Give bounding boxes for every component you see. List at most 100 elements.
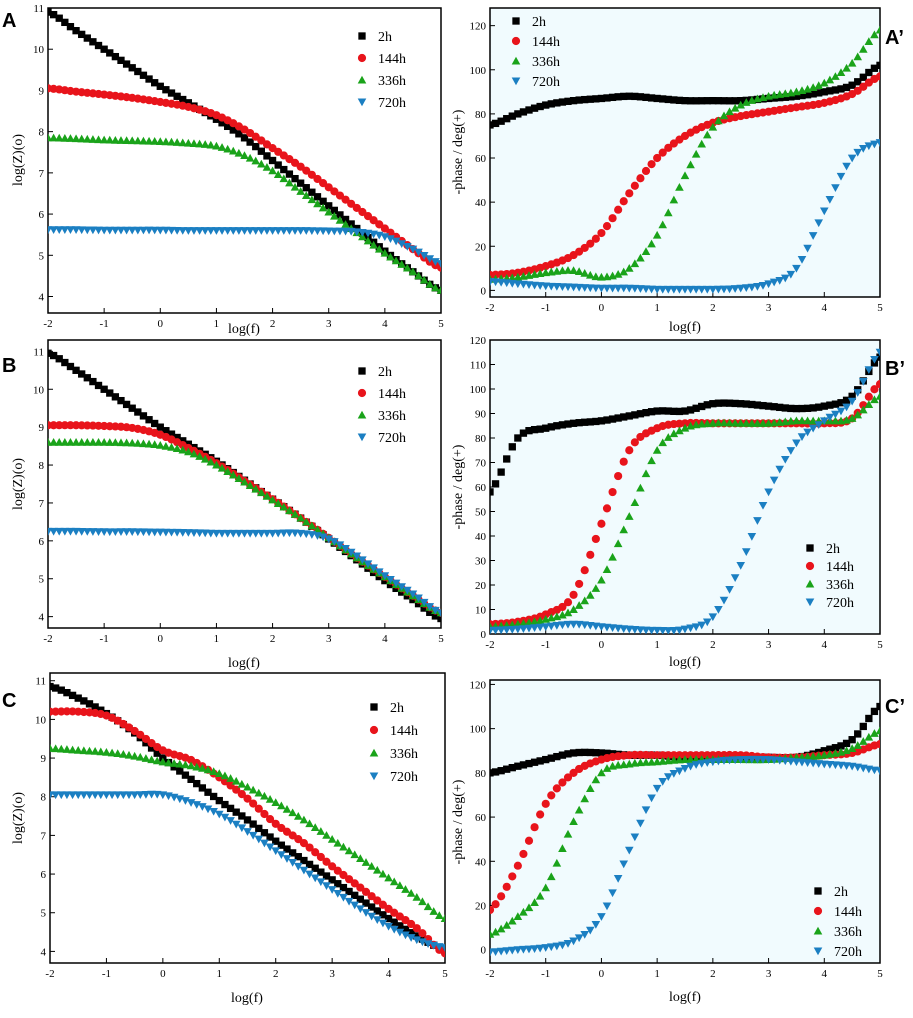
data-point [273, 227, 283, 235]
data-point [602, 764, 612, 772]
data-point [842, 162, 851, 171]
data-point [254, 835, 264, 844]
x-tick-label: -1 [100, 318, 109, 330]
data-point [116, 136, 126, 144]
data-point [401, 885, 410, 893]
data-point [865, 68, 873, 77]
data-point [792, 439, 801, 448]
data-point [279, 502, 289, 511]
data-point [536, 425, 544, 433]
data-marks-B [48, 349, 441, 623]
data-point [367, 862, 376, 870]
data-point [770, 403, 778, 411]
y-tick-label: 0 [481, 629, 487, 641]
data-point [246, 138, 254, 146]
legend-label: 720h [834, 945, 862, 960]
data-point [586, 550, 595, 559]
data-point [730, 574, 740, 583]
series-336h [48, 437, 441, 617]
data-point [819, 417, 829, 426]
data-point [352, 552, 362, 561]
data-point [440, 944, 445, 952]
data-point [153, 749, 161, 757]
data-point [497, 468, 505, 476]
data-marks-A2 [490, 25, 880, 294]
data-point [367, 912, 376, 921]
data-point [842, 746, 851, 755]
data-point [569, 97, 578, 105]
data-point [574, 601, 584, 609]
y-tick-label: 11 [33, 346, 44, 358]
panel-label-C2: C’ [885, 696, 905, 718]
data-point [162, 86, 170, 94]
data-point [825, 196, 835, 204]
data-point [769, 476, 779, 485]
data-point [875, 25, 880, 34]
data-point [552, 942, 562, 951]
data-point [736, 561, 746, 570]
data-point [525, 106, 533, 114]
data-point [54, 527, 64, 536]
data-point [825, 75, 835, 84]
data-point [374, 244, 384, 253]
data-point [591, 584, 601, 592]
data-point [49, 226, 58, 235]
data-point [636, 174, 645, 183]
data-point [702, 285, 712, 294]
data-point [305, 860, 314, 869]
data-point [172, 226, 182, 235]
data-point [94, 437, 103, 446]
data-point [720, 399, 728, 407]
data-point [330, 227, 339, 236]
data-point [245, 153, 255, 162]
data-point [116, 438, 126, 447]
legend-marker [805, 579, 815, 588]
data-point [703, 401, 711, 409]
data-point [586, 95, 594, 103]
data-point [50, 682, 54, 691]
data-point [847, 414, 857, 422]
data-point [502, 920, 512, 929]
data-point [636, 626, 645, 634]
series-720h [490, 139, 880, 294]
data-point [272, 837, 280, 845]
data-point [753, 419, 762, 427]
x-tick-label: -1 [102, 968, 111, 980]
panel-label-A2: A’ [885, 27, 904, 49]
data-point [680, 285, 690, 294]
data-point [124, 750, 134, 759]
data-point [282, 855, 292, 863]
data-point [870, 140, 879, 149]
data-point [172, 138, 182, 146]
data-point [356, 905, 365, 914]
data-point [558, 941, 567, 950]
data-point [591, 234, 600, 243]
data-point [350, 879, 359, 888]
data-point [497, 117, 505, 125]
data-point [803, 752, 812, 761]
data-point [51, 791, 60, 800]
data-point [396, 922, 404, 930]
data-point [127, 528, 137, 537]
data-point [502, 947, 512, 956]
data-point [803, 244, 812, 253]
data-point [150, 440, 159, 449]
data-point [630, 626, 640, 634]
chart-B: -2 -1 0 1 2 3 4 5 4 5 6 7 8 9 10 11 2h 144h 336h 720h log(… [2, 339, 444, 671]
data-point [117, 56, 125, 64]
data-point [814, 81, 824, 89]
data-point [541, 883, 551, 892]
data-point [316, 878, 326, 887]
data-point [330, 538, 339, 546]
data-point [429, 907, 439, 915]
data-point [71, 438, 81, 446]
data-point [252, 142, 260, 151]
data-point [602, 284, 612, 293]
data-point [122, 60, 131, 68]
data-point [290, 227, 300, 235]
data-point [741, 419, 751, 427]
data-point [875, 139, 880, 147]
chart-A2: -2 -1 0 1 2 3 4 5 0 20 40 60 80 100 120 2h 144h 336h 720h… [451, 7, 904, 335]
data-point [625, 412, 633, 420]
series-144h [48, 84, 441, 272]
